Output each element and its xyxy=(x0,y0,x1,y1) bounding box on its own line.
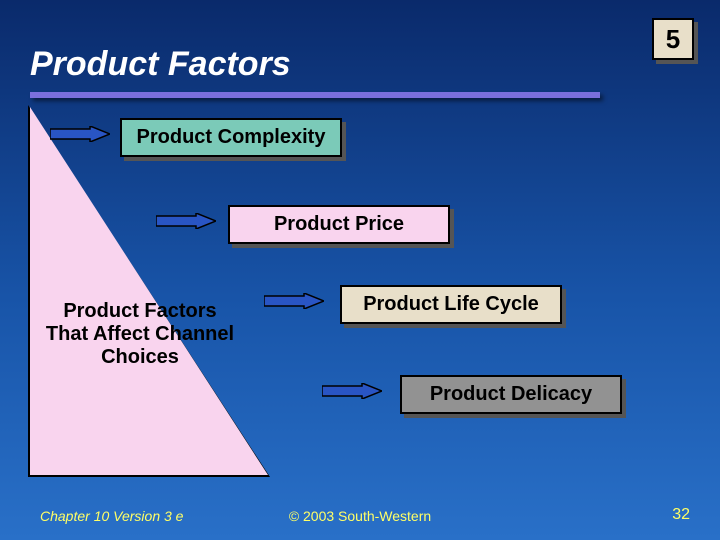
arrow-icon xyxy=(156,213,216,229)
arrow-icon xyxy=(50,126,110,142)
arrow-icon xyxy=(264,293,324,309)
factor-box-price: Product Price xyxy=(228,205,450,244)
triangle-shape xyxy=(30,105,270,475)
slide-number-text: 5 xyxy=(666,24,680,55)
title-underline xyxy=(30,92,600,98)
footer-center: © 2003 South-Western xyxy=(0,508,720,524)
arrow-icon xyxy=(322,383,382,399)
factor-box-life-cycle: Product Life Cycle xyxy=(340,285,562,324)
footer-page-number: 32 xyxy=(672,506,690,524)
slide-number-badge: 5 xyxy=(652,18,694,60)
slide-title: Product Factors xyxy=(30,45,291,84)
central-label: Product Factors That Affect Channel Choi… xyxy=(45,300,235,369)
factor-box-complexity: Product Complexity xyxy=(120,118,342,157)
factor-box-delicacy: Product Delicacy xyxy=(400,375,622,414)
